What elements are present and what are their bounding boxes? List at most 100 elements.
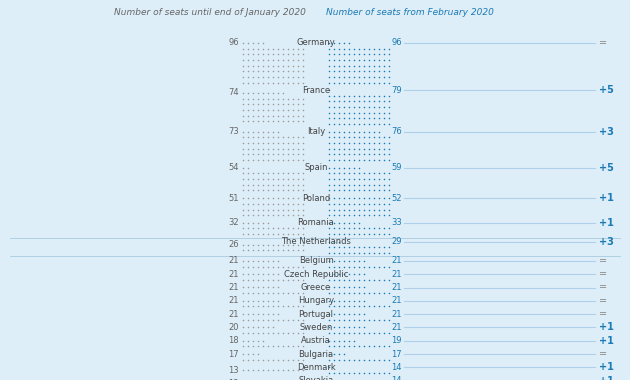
Point (369, 244, 379, 250)
Point (334, 104, 344, 110)
Point (379, 195, 389, 201)
Point (278, 290, 288, 296)
Point (359, 74, 369, 80)
Point (334, 206, 344, 212)
Point (298, 225, 308, 231)
Point (298, 304, 308, 310)
Point (344, 263, 354, 269)
Point (329, 220, 339, 226)
Point (374, 104, 384, 110)
Point (278, 330, 288, 336)
Point (263, 62, 273, 68)
Point (384, 277, 394, 283)
Point (283, 171, 293, 177)
Point (334, 182, 344, 188)
Point (349, 250, 359, 256)
Point (253, 247, 263, 253)
Point (273, 212, 283, 218)
Point (349, 304, 359, 310)
Point (334, 51, 344, 57)
Point (364, 206, 374, 212)
Point (344, 250, 354, 256)
Point (379, 51, 389, 57)
Point (339, 277, 349, 283)
Point (263, 277, 273, 283)
Point (344, 225, 354, 231)
Point (349, 212, 359, 218)
Point (278, 112, 288, 119)
Point (334, 146, 344, 152)
Point (344, 330, 354, 336)
Text: =: = (599, 309, 607, 319)
Point (374, 225, 384, 231)
Point (273, 135, 283, 141)
Point (263, 157, 273, 163)
Point (384, 357, 394, 363)
Point (258, 247, 268, 253)
Point (278, 90, 288, 96)
Point (384, 74, 394, 80)
Point (349, 152, 359, 158)
Point (243, 171, 253, 177)
Point (293, 68, 303, 74)
Point (349, 98, 359, 104)
Point (369, 176, 379, 182)
Text: Number of seats from February 2020: Number of seats from February 2020 (326, 8, 494, 17)
Point (354, 304, 364, 310)
Point (384, 201, 394, 207)
Point (278, 51, 288, 57)
Point (283, 317, 293, 323)
Point (369, 250, 379, 256)
Point (283, 101, 293, 108)
Point (384, 146, 394, 152)
Point (344, 116, 354, 122)
Point (344, 79, 354, 86)
Point (354, 140, 364, 146)
Point (298, 152, 308, 158)
Point (238, 51, 248, 57)
Point (253, 212, 263, 218)
Point (253, 101, 263, 108)
Text: =: = (599, 296, 607, 306)
Point (293, 263, 303, 269)
Point (268, 157, 278, 163)
Point (379, 304, 389, 310)
Point (349, 195, 359, 201)
Point (238, 290, 248, 296)
Point (243, 90, 253, 96)
Point (369, 129, 379, 135)
Point (243, 201, 253, 207)
Point (349, 104, 359, 110)
Point (298, 62, 308, 68)
Point (324, 298, 334, 304)
Text: Austria: Austria (301, 336, 331, 345)
Point (253, 195, 263, 201)
Point (344, 40, 354, 46)
Point (248, 247, 258, 253)
Point (384, 182, 394, 188)
Point (379, 201, 389, 207)
Point (238, 90, 248, 96)
Point (349, 135, 359, 141)
Point (253, 357, 263, 363)
Point (288, 344, 298, 350)
Point (278, 212, 288, 218)
Point (273, 271, 283, 277)
Point (293, 367, 303, 374)
Point (253, 290, 263, 296)
Point (354, 212, 364, 218)
Point (344, 285, 354, 291)
Point (344, 165, 354, 171)
Point (349, 110, 359, 116)
Point (344, 62, 354, 68)
Point (384, 187, 394, 193)
Point (324, 146, 334, 152)
Point (369, 212, 379, 218)
Point (238, 182, 248, 188)
Point (243, 277, 253, 283)
Point (384, 195, 394, 201)
Text: +3: +3 (599, 127, 614, 137)
Point (248, 351, 258, 357)
Point (268, 118, 278, 124)
Point (324, 250, 334, 256)
